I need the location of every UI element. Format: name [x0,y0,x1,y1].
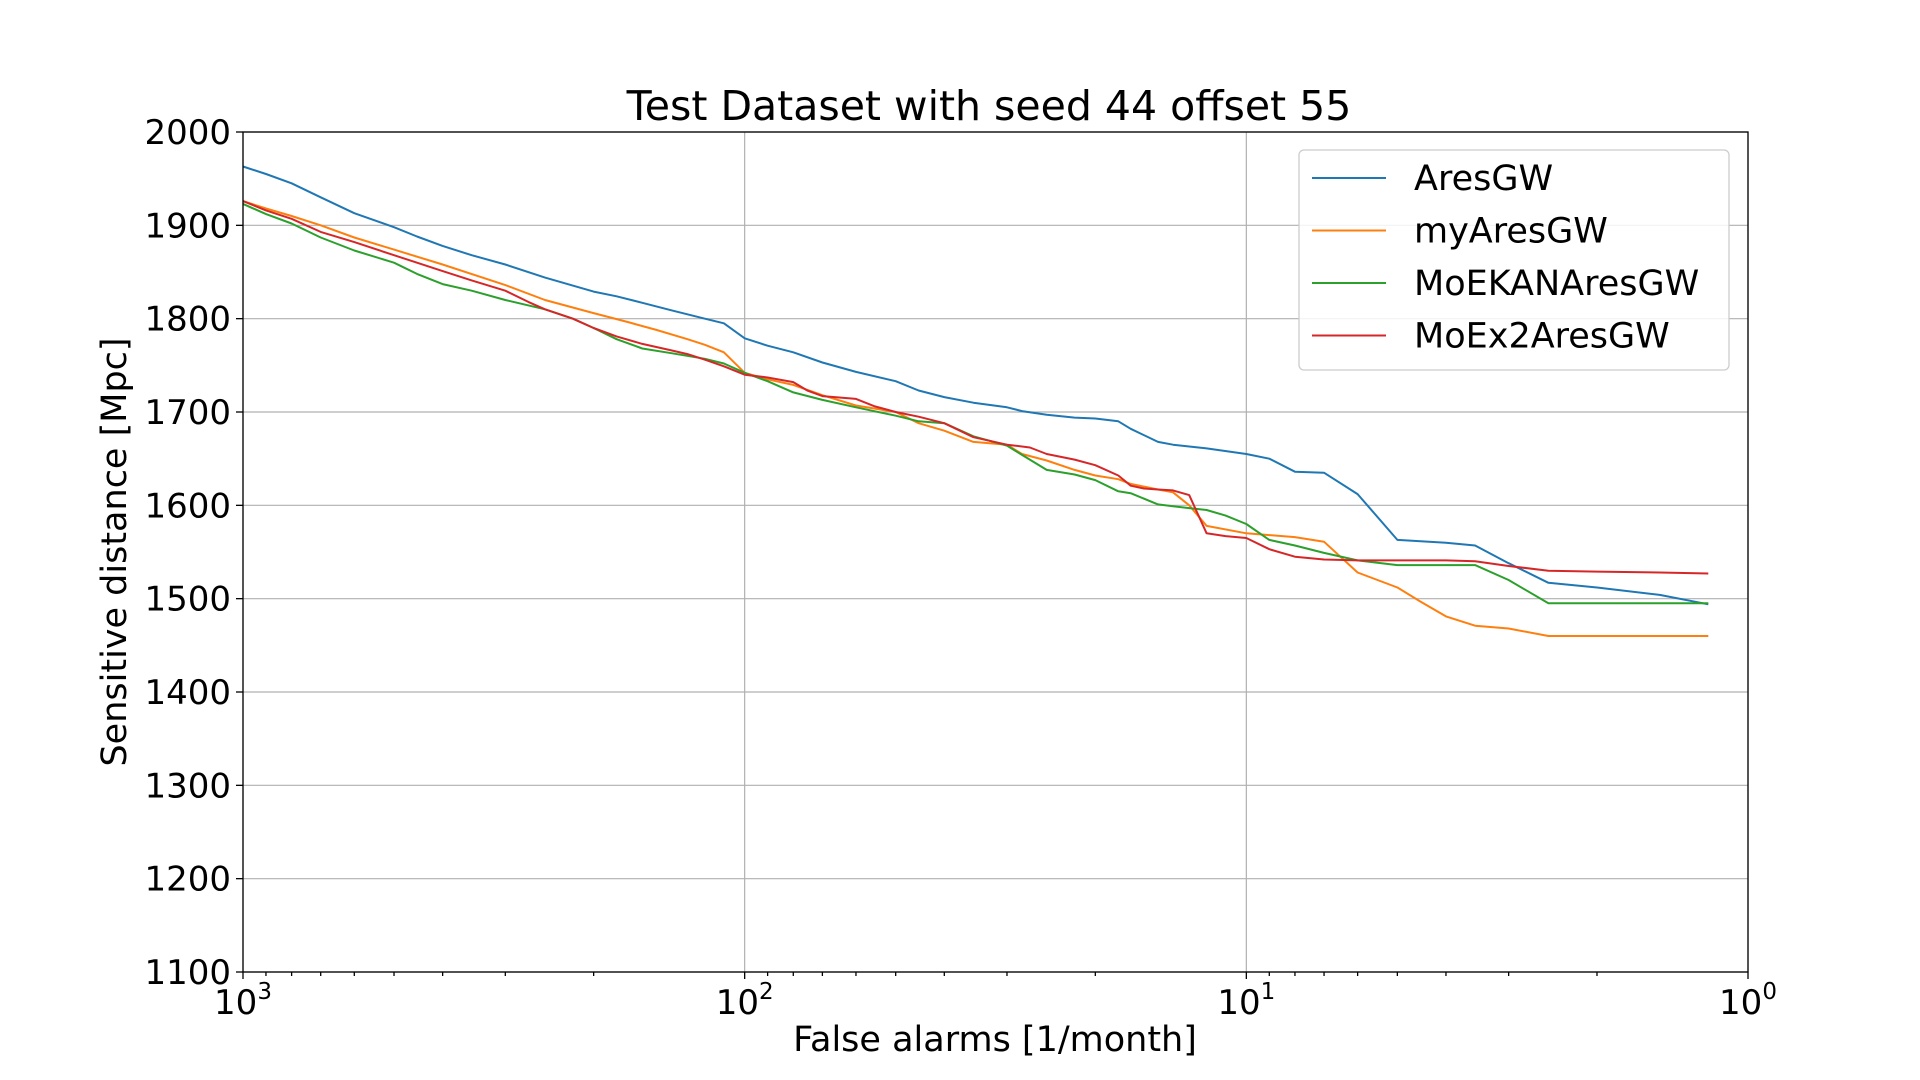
x-tick-label: 103 [214,979,272,1023]
x-tick-base: 10 [716,983,759,1023]
x-tick-base: 10 [214,983,257,1023]
x-tick-label: 101 [1217,979,1275,1023]
series-line-moex2aresgw [242,200,1709,575]
y-tick-label: 1500 [144,580,231,620]
plot-frame [242,131,1749,973]
y-tick-label: 1700 [144,393,231,433]
legend-box [1298,149,1730,371]
series-line-aresgw [242,165,1709,606]
legend-label: myAresGW [1414,212,1608,252]
y-tick-label: 1300 [144,766,231,806]
series-line-myaresgw [242,200,1709,637]
y-tick-label: 1800 [144,300,231,340]
x-tick-base: 10 [1719,983,1762,1023]
series-layer [242,165,1709,637]
legend-label: MoEKANAresGW [1414,264,1699,304]
y-tick-label: 1600 [144,486,231,526]
chart-title: Test Dataset with seed 44 offset 55 [626,82,1352,130]
legend-label: MoEx2AresGW [1414,317,1670,357]
x-tick-exponent: 0 [1762,979,1777,1005]
x-tick-label: 100 [1719,979,1777,1023]
x-axis-label: False alarms [1/month] [793,1020,1197,1060]
legend: AresGW myAresGW MoEKANAresGW MoEx2AresGW [1298,149,1730,371]
legend-label: AresGW [1414,159,1553,199]
x-tick-exponent: 1 [1261,979,1276,1005]
y-tick-label: 1900 [144,206,231,246]
y-tick-label: 1200 [144,860,231,900]
y-tick-label: 1100 [144,953,231,993]
y-tick-label: 1400 [144,673,231,713]
y-tick-label: 2000 [144,113,231,153]
x-tick-label: 102 [716,979,774,1023]
x-tick-exponent: 2 [759,979,774,1005]
x-tick-exponent: 3 [257,979,272,1005]
tick-layer: 1100120013001400150016001700180019002000… [144,113,1776,1023]
x-tick-base: 10 [1217,983,1260,1023]
y-axis-label: Sensitive distance [Mpc] [95,337,135,766]
